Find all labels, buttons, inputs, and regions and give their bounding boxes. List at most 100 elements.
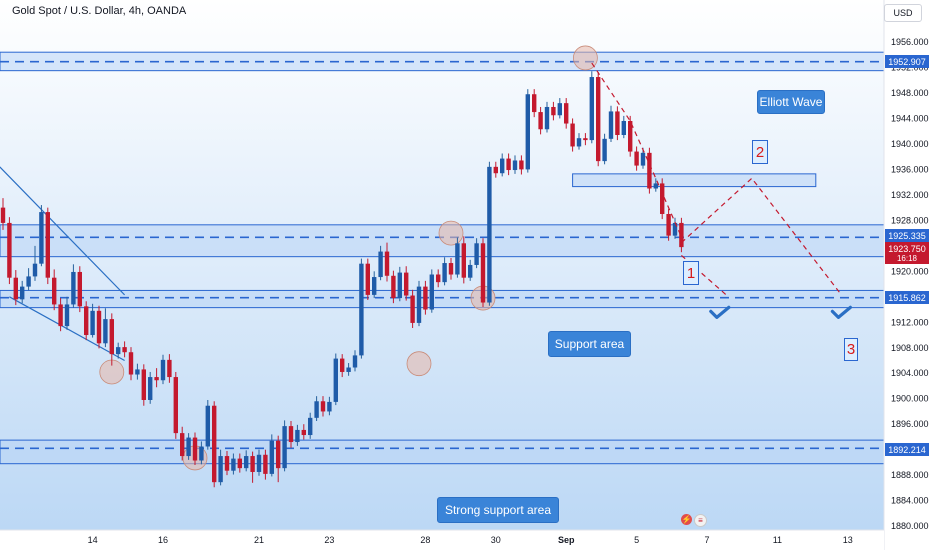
price-tag-1925: 1925.335 (885, 229, 929, 242)
candle-body (679, 222, 684, 248)
wave-label-3[interactable]: 3 (844, 338, 858, 361)
candle-body (39, 212, 44, 264)
candle-body (589, 77, 594, 141)
support-area-callout[interactable]: Support area (548, 331, 631, 357)
candle-body (71, 271, 76, 305)
y-tick-label: 1880.000 (891, 521, 929, 531)
decline-path (591, 62, 682, 238)
symbol-title: Gold Spot / U.S. Dollar, 4h, OANDA (6, 5, 186, 17)
y-tick-label: 1920.000 (891, 266, 929, 276)
lightning-icon[interactable]: ⚡ (681, 514, 692, 525)
y-tick-label: 1884.000 (891, 496, 929, 506)
candle-body (109, 319, 114, 355)
candle-body (583, 138, 588, 141)
candle-body (340, 358, 345, 372)
checkmark-icon (709, 305, 731, 319)
x-tick-label: 13 (843, 535, 853, 545)
candle-body (660, 183, 665, 214)
candle-body (288, 426, 294, 443)
price-tag-1892: 1892.214 (885, 443, 929, 456)
candle-body (244, 456, 249, 469)
y-tick-label: 1928.000 (891, 215, 929, 225)
price-tag-1952: 1952.907 (885, 55, 929, 68)
candle-body (199, 446, 204, 461)
highlight-circle-5 (573, 45, 598, 71)
candle-body (493, 166, 498, 174)
candle-body (77, 271, 82, 307)
candle-body (384, 251, 390, 276)
candle-body (468, 264, 473, 278)
zone-1 (572, 173, 817, 188)
candle-body (570, 123, 575, 147)
candle-body (116, 347, 121, 355)
candle-body (429, 274, 434, 310)
candle-body (519, 160, 524, 170)
candle-body (461, 243, 466, 278)
y-tick-label: 1936.000 (891, 164, 929, 174)
candle-body (352, 355, 358, 368)
candle-body (596, 77, 601, 162)
wave-label-2[interactable]: 2 (752, 140, 768, 164)
candle-body (423, 286, 428, 310)
candle-body (544, 106, 550, 130)
candle-body (551, 106, 556, 116)
candle-body (442, 263, 447, 283)
candle-body (167, 359, 172, 378)
zone-3 (0, 289, 885, 309)
price-axis-panel (884, 0, 932, 550)
candle-body (647, 152, 652, 189)
currency-button[interactable]: USD (884, 4, 922, 22)
candle-body (602, 138, 607, 162)
candle-body (365, 263, 370, 295)
time-axis-panel (0, 530, 884, 550)
candle-body (557, 103, 562, 116)
symbol-label: Gold Spot / U.S. Dollar, 4h, OANDA (12, 5, 187, 17)
event-icons[interactable]: ⚡ ≡ (681, 514, 707, 527)
candle-body (90, 310, 95, 336)
candle-body (96, 310, 102, 344)
candle-body (391, 275, 396, 299)
candle-body (672, 222, 678, 236)
wave-label-1[interactable]: 1 (683, 261, 699, 285)
candle-body (666, 213, 671, 236)
x-tick-label: 21 (254, 535, 264, 545)
candle-body (448, 263, 454, 275)
candle-body (192, 437, 198, 461)
candle-body (397, 272, 402, 299)
candle-body (135, 369, 140, 375)
us-flag-icon[interactable]: ≡ (694, 514, 707, 527)
candle-body (640, 152, 646, 166)
candle-body (231, 458, 236, 471)
highlight-circle-2 (406, 351, 432, 377)
candle-body (436, 274, 441, 283)
x-tick-label: 28 (420, 535, 430, 545)
candle-body (237, 458, 242, 469)
candle-body (224, 456, 230, 471)
strong-support-area-callout[interactable]: Strong support area (437, 497, 559, 523)
candle-body (263, 454, 268, 474)
x-tick-label: 7 (704, 535, 709, 545)
elliott-wave-callout[interactable]: Elliott Wave (757, 90, 825, 114)
candle-body (506, 158, 511, 171)
candle-body (7, 222, 12, 278)
candle-body (26, 276, 31, 287)
candle-body (628, 120, 633, 152)
candle-body (141, 369, 146, 400)
x-tick-label: 14 (88, 535, 98, 545)
candle-body (276, 440, 281, 469)
candle-body (148, 377, 153, 400)
candle-body (58, 304, 63, 327)
candle-body (525, 94, 530, 170)
candle-body (346, 367, 351, 372)
candle-body (295, 429, 300, 443)
candle-body (84, 306, 89, 336)
candle-body (404, 272, 409, 296)
candle-body (564, 103, 569, 124)
candle-body (52, 277, 57, 305)
y-tick-label: 1932.000 (891, 190, 929, 200)
candle-body (480, 243, 486, 303)
x-tick-label: 30 (491, 535, 501, 545)
candle-body (186, 437, 191, 457)
